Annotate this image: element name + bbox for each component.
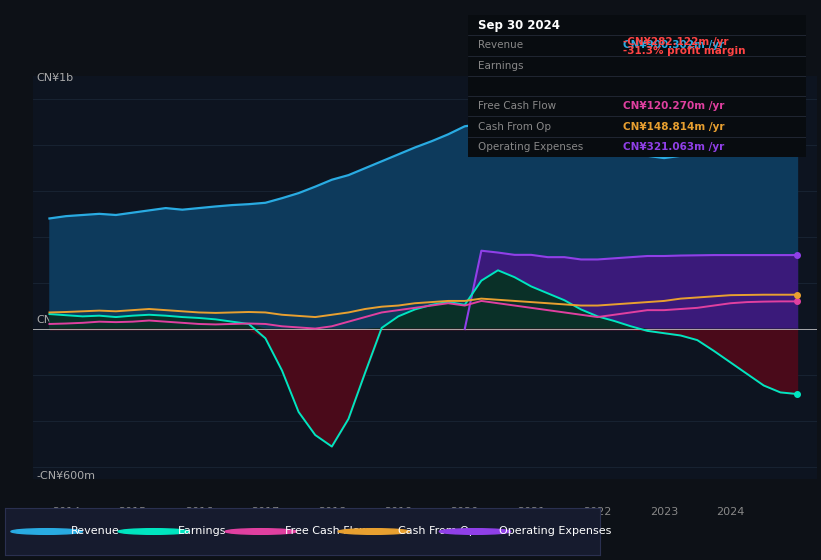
Circle shape xyxy=(11,529,82,534)
Circle shape xyxy=(225,529,296,534)
Text: 2018: 2018 xyxy=(318,507,346,517)
Text: 2022: 2022 xyxy=(584,507,612,517)
Text: CN¥900.302m /yr: CN¥900.302m /yr xyxy=(623,40,725,50)
Text: -31.3% profit margin: -31.3% profit margin xyxy=(623,45,746,55)
Text: Earnings: Earnings xyxy=(177,526,226,536)
Text: 2024: 2024 xyxy=(717,507,745,517)
Text: 2015: 2015 xyxy=(118,507,147,517)
Text: 2023: 2023 xyxy=(650,507,678,517)
Text: CN¥120.270m /yr: CN¥120.270m /yr xyxy=(623,101,725,111)
Text: CN¥148.814m /yr: CN¥148.814m /yr xyxy=(623,122,725,132)
Circle shape xyxy=(439,529,511,534)
Text: 2014: 2014 xyxy=(52,507,80,517)
Text: 2021: 2021 xyxy=(517,507,545,517)
Text: -CN¥600m: -CN¥600m xyxy=(37,472,96,481)
Text: Cash From Op: Cash From Op xyxy=(478,122,551,132)
Text: Operating Expenses: Operating Expenses xyxy=(499,526,611,536)
Text: -CN¥282.122m /yr: -CN¥282.122m /yr xyxy=(623,38,729,48)
Circle shape xyxy=(118,529,190,534)
Text: Free Cash Flow: Free Cash Flow xyxy=(285,526,369,536)
Text: CN¥1b: CN¥1b xyxy=(37,72,74,82)
Text: 2019: 2019 xyxy=(384,507,412,517)
Text: 2020: 2020 xyxy=(451,507,479,517)
Text: 2017: 2017 xyxy=(251,507,279,517)
Text: CN¥321.063m /yr: CN¥321.063m /yr xyxy=(623,142,725,152)
Text: Operating Expenses: Operating Expenses xyxy=(478,142,584,152)
Circle shape xyxy=(338,529,410,534)
Text: Free Cash Flow: Free Cash Flow xyxy=(478,101,557,111)
Text: Revenue: Revenue xyxy=(71,526,119,536)
Text: Earnings: Earnings xyxy=(478,60,524,71)
Text: Revenue: Revenue xyxy=(478,40,523,50)
Text: CN¥0: CN¥0 xyxy=(37,315,67,325)
Text: Sep 30 2024: Sep 30 2024 xyxy=(478,18,560,32)
Text: 2016: 2016 xyxy=(185,507,213,517)
Text: Cash From Op: Cash From Op xyxy=(397,526,475,536)
